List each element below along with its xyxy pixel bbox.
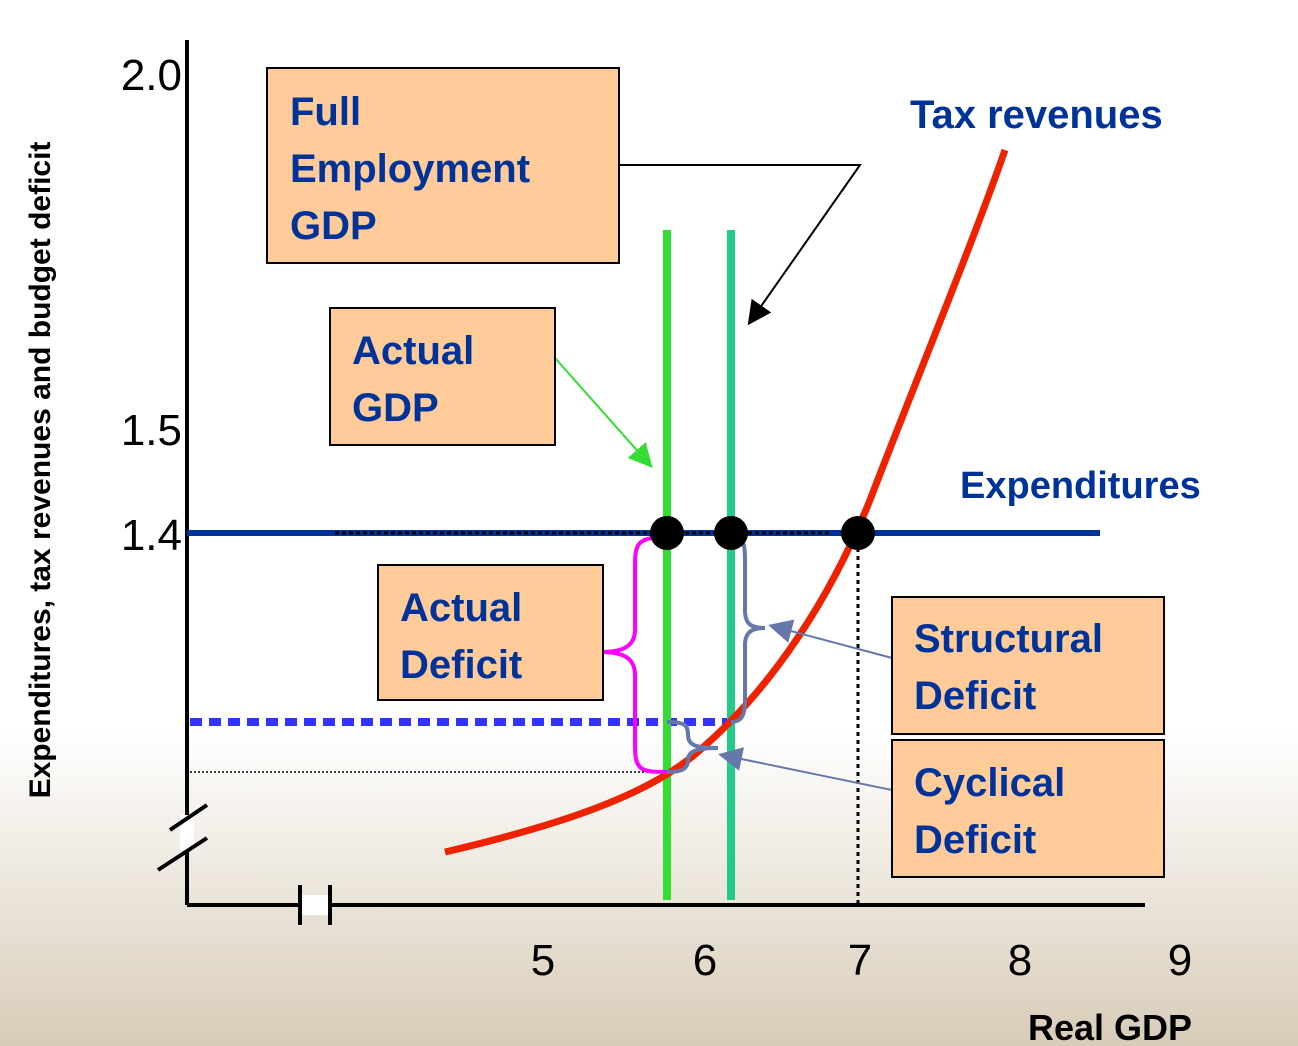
intersection: [650, 516, 684, 550]
intersection: [841, 516, 875, 550]
box-text: Deficit: [400, 643, 522, 687]
y-axis-title: Expenditures, tax revenues and budget de…: [24, 142, 57, 799]
curve-label: Expenditures: [960, 465, 1201, 507]
box-text: Full: [290, 90, 361, 134]
box-text: Employment: [290, 147, 530, 191]
box-text: Cyclical: [914, 761, 1065, 805]
x-tick-label: 9: [1168, 936, 1192, 985]
background: [0, 0, 1298, 1046]
x-tick-label: 5: [531, 936, 555, 985]
curve-label: Tax revenues: [910, 93, 1163, 137]
x-tick-label: 6: [693, 936, 717, 985]
x-tick-label: 7: [848, 936, 872, 985]
box-text: GDP: [352, 386, 439, 430]
y-tick-label: 1.5: [121, 406, 182, 455]
box-text: Actual: [400, 586, 522, 630]
y-tick-label: 2.0: [121, 51, 182, 100]
box-text: Actual: [352, 329, 474, 373]
box-text: Deficit: [914, 818, 1036, 862]
intersection: [714, 516, 748, 550]
x-tick-label: 8: [1008, 936, 1032, 985]
diagram: 2.0 1.5 1.4 5 6 7 8 9 Real GDP Expenditu…: [0, 0, 1298, 1046]
x-axis-title: Real GDP: [1028, 1007, 1192, 1046]
box-text: GDP: [290, 204, 377, 248]
axis-break: [300, 895, 330, 915]
box-text: Deficit: [914, 674, 1036, 718]
box-text: Structural: [914, 617, 1103, 661]
y-tick-label: 1.4: [121, 511, 182, 560]
